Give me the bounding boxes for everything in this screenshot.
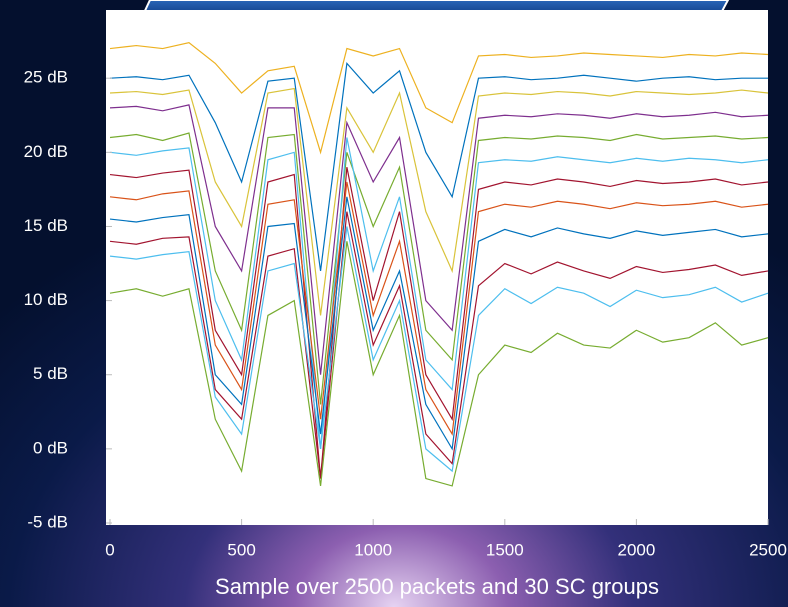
- plot-area: [106, 10, 768, 525]
- data-line: [109, 167, 769, 479]
- x-tick-label: 2500: [749, 540, 787, 559]
- x-tick-label: 500: [227, 540, 255, 559]
- data-line: [109, 181, 769, 436]
- data-line: [109, 132, 769, 405]
- data-line: [109, 87, 769, 316]
- data-line: [109, 61, 768, 272]
- x-tick-label: 0: [105, 540, 114, 559]
- lines: [109, 41, 769, 487]
- y-tick-label: 25 dB: [24, 68, 68, 87]
- y-tick-label: 10 dB: [24, 290, 68, 309]
- x-tick-label: 1500: [486, 540, 524, 559]
- data-line: [109, 41, 769, 155]
- y-tick-label: 0 dB: [33, 438, 68, 457]
- data-line: [109, 226, 769, 473]
- data-line: [109, 137, 769, 449]
- y-tick-label: 20 dB: [24, 142, 68, 161]
- data-line: [109, 196, 769, 451]
- data-line: [109, 241, 769, 487]
- x-axis-label: Sample over 2500 packets and 30 SC group…: [215, 574, 659, 599]
- data-line: [109, 211, 769, 479]
- y-tick-label: 15 dB: [24, 216, 68, 235]
- y-tick-label: 5 dB: [33, 364, 68, 383]
- x-tick-label: 1000: [354, 540, 392, 559]
- y-tick-label: -5 dB: [27, 512, 68, 531]
- data-line: [109, 104, 769, 375]
- x-tick-label: 2000: [617, 540, 655, 559]
